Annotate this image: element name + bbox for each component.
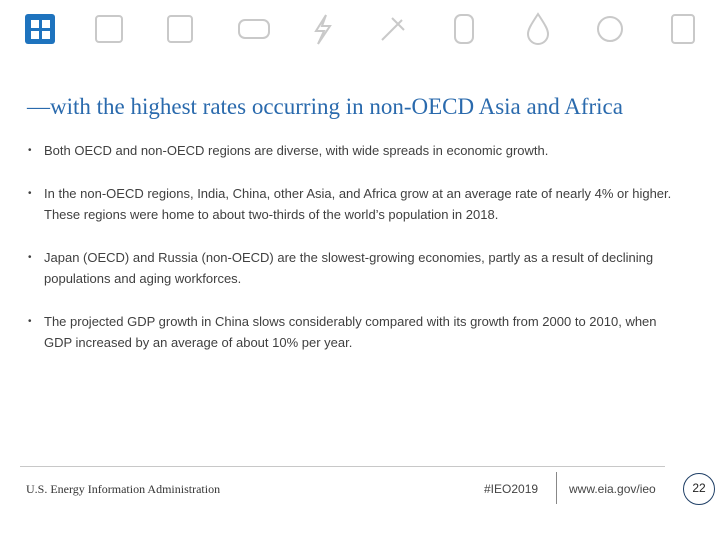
icon-glyph (42, 20, 50, 28)
icon (167, 15, 193, 43)
bullet: Japan (OECD) and Russia (non-OECD) are t… (28, 247, 678, 289)
icon (381, 17, 405, 41)
slide-title: —with the highest rates occurring in non… (27, 94, 623, 119)
bullet: In the non-OECD regions, India, China, o… (28, 183, 678, 225)
footer-separator (556, 472, 557, 504)
icon (526, 12, 550, 45)
icon (95, 15, 123, 43)
bullet: The projected GDP growth in China slows … (28, 311, 678, 353)
icon-glyph (31, 20, 39, 28)
footer-organization: U.S. Energy Information Administration (26, 482, 221, 496)
icon (671, 14, 695, 44)
icon (314, 14, 332, 45)
bullet: Both OECD and non-OECD regions are diver… (28, 140, 678, 161)
footer-url: www.eia.gov/ieo (569, 482, 656, 496)
footer-rule (20, 466, 665, 467)
icon-active (25, 14, 55, 44)
icon (238, 19, 270, 39)
bullet-list: Both OECD and non-OECD regions are diver… (28, 140, 678, 375)
icons (95, 12, 695, 45)
icon (597, 16, 623, 42)
icon-glyph (42, 31, 50, 39)
icon (454, 14, 474, 44)
icon-glyph (31, 31, 39, 39)
footer-hashtag: #IEO2019 (484, 482, 539, 496)
icon-bar (25, 12, 695, 45)
page-number: 22 (683, 473, 715, 505)
